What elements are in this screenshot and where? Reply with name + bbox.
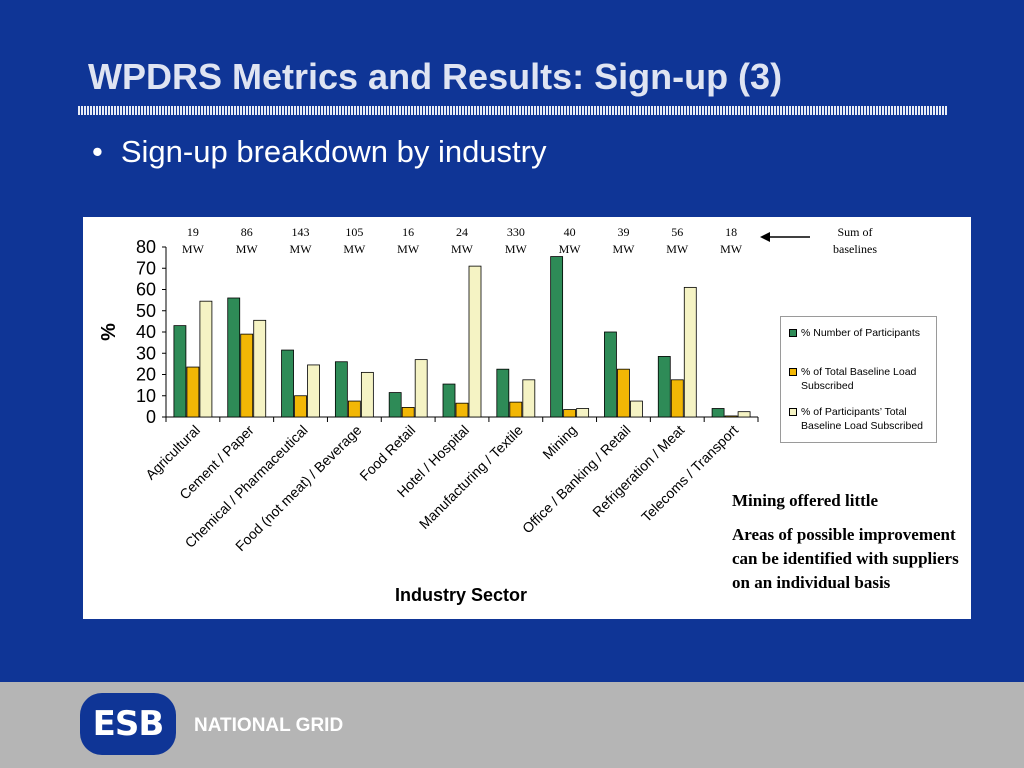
y-tick-label: 40	[136, 322, 156, 342]
bar-1	[227, 297, 241, 418]
y-tick-label: 10	[136, 386, 156, 406]
legend-label: % of Total Baseline Load Subscribed	[801, 366, 917, 392]
baseline-mw-value: 24	[456, 225, 468, 239]
bar-1	[604, 331, 617, 418]
bar-3	[522, 379, 536, 418]
chart-panel: 0 10 20 30 40 50 60 70 80% 19 MW Agricultural 86 MW Ce…	[83, 217, 971, 619]
legend-swatch	[789, 368, 797, 376]
bar-1	[442, 383, 456, 418]
bar-2	[240, 333, 254, 418]
baseline-mw-unit: MW	[290, 242, 313, 256]
baseline-mw-value: 143	[292, 225, 310, 239]
slide-title: WPDRS Metrics and Results: Sign-up (3)	[88, 56, 783, 97]
category-label: Mining	[539, 422, 579, 462]
baseline-mw-unit: MW	[343, 242, 366, 256]
bar-3	[468, 265, 482, 418]
legend-swatch	[789, 408, 797, 416]
baseline-mw-unit: MW	[612, 242, 635, 256]
note-improvement: Areas of possible improvement can be ide…	[732, 525, 959, 592]
baseline-mw-unit: MW	[182, 242, 205, 256]
y-tick-label: 80	[136, 237, 156, 257]
baseline-mw-unit: MW	[720, 242, 743, 256]
y-tick-label: 30	[136, 343, 156, 363]
bar-1	[281, 349, 294, 418]
legend-label: % Number of Participants	[801, 327, 921, 339]
x-axis-label: Industry Sector	[395, 585, 527, 605]
logo-text: ESB	[92, 704, 165, 744]
bullet-symbol: •	[92, 134, 103, 169]
chart-legend: % Number of Participants % of Total Base…	[780, 316, 937, 443]
bar-3	[253, 319, 267, 418]
brand-name: NATIONAL GRID	[194, 715, 344, 736]
bar-3	[737, 411, 751, 418]
category-label: Manufacturing / Textile	[416, 422, 526, 532]
bar-2	[509, 401, 523, 418]
baseline-mw-value: 18	[725, 225, 737, 239]
bar-3	[307, 364, 320, 418]
esb-logo: ESB	[80, 693, 176, 755]
bar-2	[617, 368, 630, 418]
bar-3	[360, 371, 374, 418]
bar-2	[563, 409, 577, 418]
title-divider	[78, 106, 948, 115]
bar-1	[711, 408, 725, 418]
bullet-point: • Sign-up breakdown by industry	[92, 134, 547, 170]
bar-3	[630, 400, 643, 418]
bar-1	[657, 356, 671, 418]
note-mining: Mining offered little	[732, 491, 879, 510]
bar-2	[401, 407, 415, 418]
bar-1	[496, 368, 510, 418]
bar-1	[334, 361, 348, 418]
bar-2	[724, 415, 738, 418]
legend-swatch	[789, 329, 797, 337]
baseline-mw-unit: MW	[236, 242, 259, 256]
baseline-annotation-line1: Sum of	[837, 225, 872, 239]
category-label: Refrigeration / Meat	[589, 422, 687, 520]
baseline-mw-value: 56	[671, 225, 683, 239]
bar-3	[199, 300, 213, 418]
bullet-text: Sign-up breakdown by industry	[120, 134, 547, 169]
baseline-mw-value: 16	[402, 225, 414, 239]
bar-3	[576, 408, 590, 418]
baseline-mw-unit: MW	[397, 242, 420, 256]
baseline-mw-unit: MW	[666, 242, 689, 256]
baseline-mw-unit: MW	[505, 242, 528, 256]
bar-2	[347, 400, 361, 418]
bar-3	[414, 359, 428, 418]
category-label: Telecoms / Transport	[638, 422, 741, 525]
baseline-mw-unit: MW	[559, 242, 582, 256]
baseline-mw-value: 86	[241, 225, 253, 239]
baseline-mw-value: 40	[564, 225, 576, 239]
baseline-annotation-line2: baselines	[833, 242, 877, 256]
baseline-mw-value: 39	[617, 225, 629, 239]
y-tick-label: 60	[136, 280, 156, 300]
bar-2	[294, 395, 307, 418]
baseline-mw-value: 19	[187, 225, 199, 239]
category-label: Office / Banking / Retail	[519, 422, 634, 537]
bar-3	[683, 286, 697, 418]
baseline-mw-value: 105	[345, 225, 363, 239]
y-tick-label: 20	[136, 365, 156, 385]
y-tick-label: 70	[136, 258, 156, 278]
bar-2	[670, 379, 684, 418]
y-tick-label: 0	[146, 407, 156, 427]
baseline-arrow-head	[760, 232, 770, 242]
y-axis-label: %	[98, 323, 120, 341]
bar-1	[388, 392, 402, 418]
y-tick-label: 50	[136, 301, 156, 321]
baseline-mw-unit: MW	[451, 242, 474, 256]
bar-1	[550, 256, 564, 418]
bar-2	[455, 402, 469, 418]
bar-chart: 01020304050607080%19MWAgricultural86MWCe…	[98, 225, 877, 605]
baseline-mw-value: 330	[507, 225, 525, 239]
bar-1	[173, 325, 187, 418]
bar-2	[186, 366, 200, 418]
legend-label: % of Participants’ Total Baseline Load S…	[801, 406, 924, 432]
